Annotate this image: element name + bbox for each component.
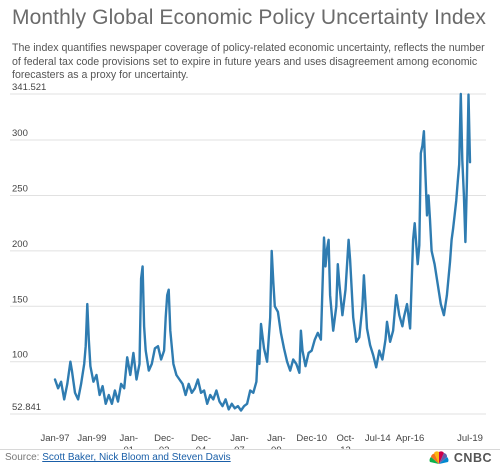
series-line: [53, 92, 472, 412]
x-tick-label: Jan-99: [77, 433, 106, 444]
x-tick-label: Jul-14: [365, 433, 391, 444]
brand-name: CNBC: [453, 451, 492, 465]
x-tick-label: Oct-12: [337, 433, 355, 449]
peacock-icon: [429, 451, 449, 464]
y-tick-label: 52.841: [12, 402, 41, 413]
chart-title: Monthly Global Economic Policy Uncertain…: [12, 6, 487, 29]
y-tick-label: 250: [12, 183, 28, 194]
chart-subtitle: The index quantifies newspaper coverage …: [12, 42, 485, 81]
source-credit: Source: Scott Baker, Nick Bloom and Stev…: [5, 452, 231, 463]
x-axis-ticks: Jan-97 Jan-99 Jan-01 Dec-02 Dec-04 Jan-07 Jan-…: [40, 433, 482, 449]
x-tick-label: Apr-16: [396, 433, 425, 444]
x-tick-label: Dec-04: [191, 433, 211, 449]
source-link[interactable]: Scott Baker, Nick Bloom and Steven Davis: [42, 452, 231, 463]
x-tick-label: Jan-07: [230, 433, 248, 449]
gridlines: [10, 93, 486, 415]
y-axis-ticks: 52.841 100 150 200 250 300 341.521: [12, 82, 46, 413]
source-prefix: Source:: [5, 452, 43, 463]
series-layer: [53, 92, 472, 412]
brand-logo: CNBC: [428, 451, 492, 465]
y-tick-label: 150: [12, 294, 28, 305]
footer-divider: [0, 449, 500, 450]
x-tick-label: Jan-97: [40, 433, 69, 444]
y-tick-label: 300: [12, 128, 28, 139]
y-tick-label: 200: [12, 239, 28, 250]
x-tick-label: Jul-19: [457, 433, 483, 444]
x-tick-label: Jan-09: [267, 433, 285, 449]
y-tick-label: 100: [12, 350, 28, 361]
x-tick-label: Dec-02: [154, 433, 174, 449]
x-tick-label: Jan-01: [120, 433, 138, 449]
y-tick-label: 341.521: [12, 82, 46, 93]
x-tick-label: Dec-10: [296, 433, 327, 444]
